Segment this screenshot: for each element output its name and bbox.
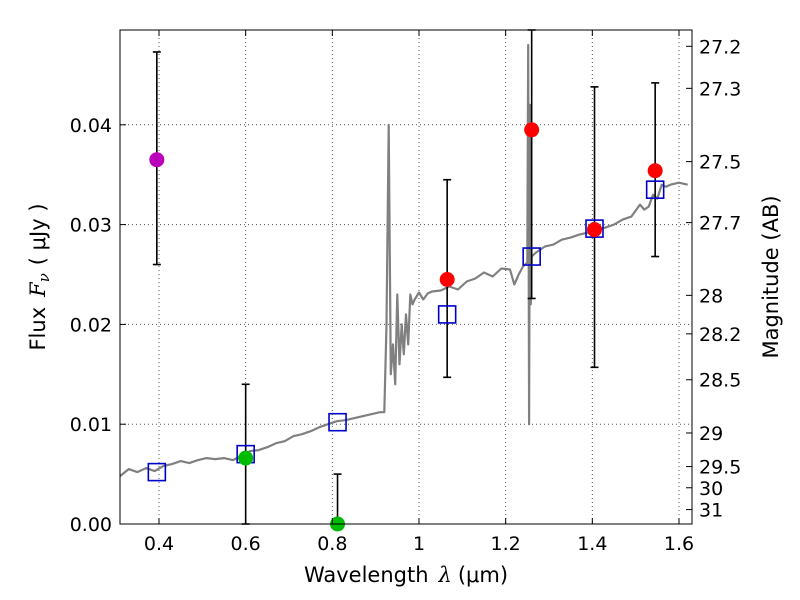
spectrum-line — [119, 43, 688, 477]
y2-tick-label: 28.5 — [699, 370, 741, 392]
x-tick-label: 1.4 — [577, 533, 607, 555]
x-tick-label: 0.4 — [144, 533, 174, 555]
y2-tick-label: 29.5 — [699, 457, 741, 479]
errorbar-layer — [152, 29, 660, 525]
observed-points-layer — [149, 122, 663, 532]
y-tick-label: 0.01 — [70, 414, 112, 436]
y-axis-ticks: 0.00 0.01 0.02 0.03 0.04 — [70, 115, 126, 536]
observed-flux-point — [238, 450, 254, 466]
y-tick-label: 0.03 — [70, 215, 112, 237]
observed-flux-point — [439, 271, 455, 287]
x-tick-label: 1 — [413, 533, 425, 555]
grid-lines — [120, 30, 692, 525]
y-tick-label: 0.00 — [70, 514, 112, 536]
y2-tick-label: 27.2 — [699, 36, 741, 58]
spectrum-layer — [119, 43, 688, 477]
x-tick-label: 0.8 — [317, 533, 347, 555]
model-flux-square — [147, 462, 167, 482]
model-flux-square — [328, 412, 347, 432]
y2-tick-label: 28 — [699, 285, 723, 307]
observed-flux-point — [647, 163, 663, 179]
y2-tick-label: 27.3 — [699, 78, 741, 100]
x-axis-label: Wavelength λ (μm) — [304, 563, 508, 587]
y-axis-label: FluxFν( μJy ) — [26, 203, 53, 350]
x-tick-label: 0.6 — [231, 533, 261, 555]
observed-flux-point — [587, 222, 602, 238]
y2-tick-label: 27.7 — [699, 213, 741, 235]
observed-flux-point — [524, 122, 540, 138]
x-tick-label: 1.2 — [491, 533, 521, 555]
model-flux-square — [645, 180, 665, 199]
model-flux-square — [437, 305, 457, 324]
model-points-layer — [147, 180, 665, 482]
x-tick-label: 1.6 — [664, 533, 694, 555]
y2-tick-label: 28.2 — [699, 324, 741, 346]
model-flux-square — [585, 219, 604, 238]
plot-frame — [119, 29, 693, 525]
y2-tick-label: 31 — [699, 500, 723, 522]
y-tick-label: 0.04 — [70, 115, 112, 137]
y2-tick-label: 27.5 — [699, 152, 741, 174]
x-axis-ticks: 0.4 0.6 0.8 1 1.2 1.4 1.6 — [144, 30, 694, 555]
y-tick-label: 0.02 — [70, 314, 112, 336]
y2-axis-label: Magnitude (AB) — [759, 195, 783, 358]
observed-flux-point — [149, 152, 165, 168]
model-flux-square — [522, 247, 541, 266]
y2-tick-label: 29 — [699, 423, 723, 445]
y2-tick-label: 30 — [699, 478, 723, 500]
